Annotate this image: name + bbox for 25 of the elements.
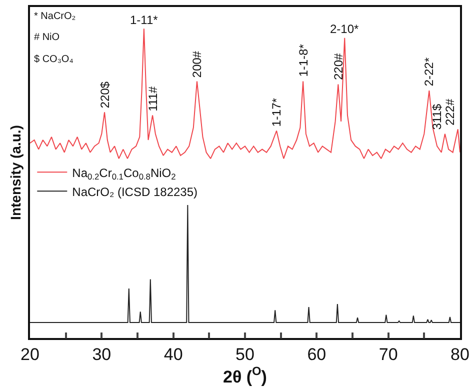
x-tick-label: 30: [92, 345, 112, 364]
x-tick-label: 20: [20, 345, 40, 364]
x-tick-label: 60: [307, 345, 326, 364]
annotation: 111#: [146, 86, 160, 112]
x-tick-label: 70: [378, 345, 398, 364]
annotation: 1-1-8*: [296, 44, 310, 77]
text: * NaCrO₂: [34, 11, 76, 22]
annotation: $ CO₃O₄: [34, 54, 74, 65]
annotation: 220#: [331, 52, 346, 80]
x-tick-label: 40: [164, 345, 183, 364]
annotation: # NiO: [34, 32, 60, 43]
y-axis-title: Intensity (a.u.): [7, 125, 24, 220]
legend-label: NaCrO₂ (ICSD 182235): [72, 184, 198, 199]
x-tick-label: 80: [450, 345, 470, 364]
annotation: 1-11*: [130, 13, 158, 27]
x-axis-title: 2θ ($^{O}$): [223, 364, 267, 386]
x-tick-label: 50: [236, 345, 254, 364]
annotation: 1-17*: [269, 98, 284, 127]
annotation: 222#: [443, 98, 458, 126]
legend-label: Na$_{0.2}$Cr$_{0.1}$Co$_{0.8}$NiO$_{2}$: [72, 166, 176, 182]
annotation: 311$: [430, 104, 444, 130]
annotation: 2-22*: [422, 57, 436, 86]
annotation: 200#: [190, 50, 204, 78]
annotation: 2-10*: [330, 22, 360, 36]
annotation: 220$: [98, 81, 112, 108]
